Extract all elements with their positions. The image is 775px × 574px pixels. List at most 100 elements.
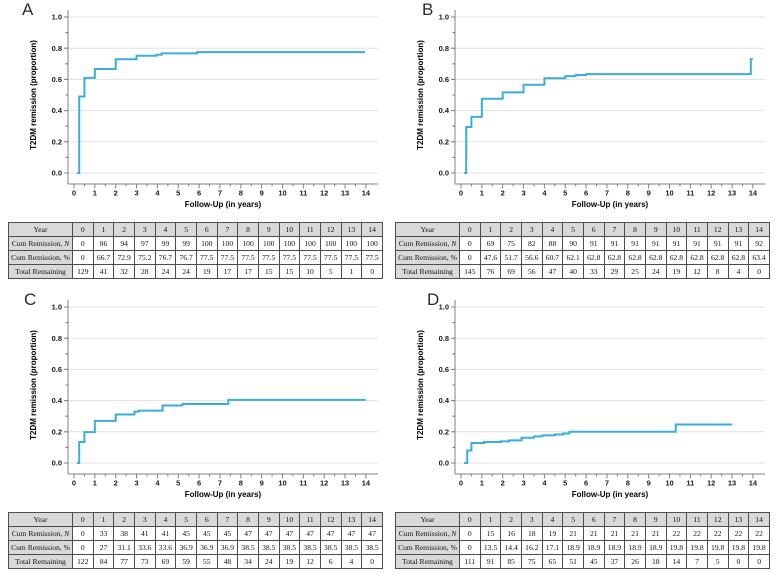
x-tick-label: 11: [686, 189, 694, 198]
row-label-cum-pct: Cum Remission, %: [395, 540, 460, 555]
km-curve: [77, 398, 366, 464]
cum-pct-cell: 16.2: [520, 540, 543, 555]
y-tick-label: 0.2: [52, 137, 62, 146]
year-cell: 2: [500, 512, 522, 527]
cum-pct-cell: 77.5: [278, 250, 301, 265]
cum-n-cell: 0: [459, 526, 481, 541]
y-axis-title: T2DM remission (proportion): [29, 330, 38, 440]
total-remaining-cell: 8: [706, 264, 729, 279]
total-remaining-cell: 76: [479, 264, 502, 279]
total-remaining-cell: 4: [727, 264, 750, 279]
cum-n-cell: 33: [92, 526, 115, 541]
year-cell: 0: [459, 512, 481, 527]
cum-pct-cell: 77.5: [257, 250, 280, 265]
total-remaining-cell: 65: [541, 554, 564, 569]
cum-n-cell: 47: [257, 526, 280, 541]
table-row-year: Year 0 1 2 3 4 5 6 7 8 9 10 11 12 13 14: [8, 222, 383, 237]
cum-pct-cell: 62.1: [562, 250, 584, 265]
cum-n-cell: 0: [72, 526, 94, 541]
year-cell: 8: [237, 512, 259, 527]
cum-n-cell: 19: [541, 526, 564, 541]
cum-pct-cell: 18.9: [644, 540, 667, 555]
cum-pct-cell: 38.5: [319, 540, 342, 555]
y-tick-label: 0.6: [439, 75, 449, 84]
y-tick-label: 0.0: [439, 169, 449, 178]
x-tick-label: 11: [299, 479, 307, 488]
y-tick-label: 0.8: [439, 44, 449, 53]
year-cell: 3: [520, 222, 543, 237]
cum-pct-cell: 63.4: [748, 250, 770, 265]
year-cell: 12: [319, 512, 342, 527]
total-remaining-cell: 145: [459, 264, 481, 279]
total-remaining-cell: 51: [562, 554, 584, 569]
cum-n-cell: 0: [72, 236, 94, 251]
year-cell: 11: [299, 512, 321, 527]
total-remaining-cell: 48: [216, 554, 239, 569]
total-remaining-cell: 24: [644, 264, 667, 279]
x-axis-title: Follow-Up (in years): [185, 200, 262, 209]
cum-n-cell: 0: [459, 236, 481, 251]
y-tick-label: 0.6: [439, 365, 449, 374]
total-remaining-cell: 7: [686, 554, 708, 569]
year-cell: 6: [195, 222, 218, 237]
year-cell: 10: [278, 512, 301, 527]
year-cell: 11: [686, 512, 708, 527]
x-tick-label: 10: [278, 479, 286, 488]
cum-pct-cell: 19.8: [748, 540, 770, 555]
km-table-A: Year 0 1 2 3 4 5 6 7 8 9 10 11 12 13 14 Cum Remission, N…: [8, 222, 383, 279]
cum-n-cell: 47: [237, 526, 259, 541]
total-remaining-cell: 10: [299, 264, 321, 279]
year-cell: 6: [195, 512, 218, 527]
total-remaining-cell: 69: [500, 264, 522, 279]
y-axis-title: T2DM remission (proportion): [29, 40, 38, 150]
year-cell: 8: [624, 512, 646, 527]
x-tick-label: 14: [362, 189, 371, 198]
table-row-cum-pct: Cum Remission, % 0 47.6 51.7 56.6 60.7 62.1 62.…: [395, 250, 770, 265]
cum-n-cell: 22: [686, 526, 708, 541]
total-remaining-cell: 59: [175, 554, 197, 569]
cum-n-cell: 47: [361, 526, 383, 541]
x-tick-label: 9: [260, 189, 264, 198]
cum-pct-cell: 38.5: [340, 540, 363, 555]
x-tick-label: 7: [218, 189, 222, 198]
year-cell: 7: [216, 222, 239, 237]
total-remaining-cell: 12: [299, 554, 321, 569]
table-row-cum-n: Cum Remission, N 0 15 16 18 19 21 21 21 21 21 22 22 2…: [395, 526, 770, 541]
cum-n-cell: 91: [644, 236, 667, 251]
y-tick-label: 0.6: [52, 75, 62, 84]
cum-pct-cell: 19.8: [727, 540, 750, 555]
x-tick-label: 5: [176, 189, 180, 198]
cum-pct-cell: 51.7: [500, 250, 522, 265]
cum-pct-cell: 38.5: [299, 540, 321, 555]
cum-n-cell: 41: [133, 526, 156, 541]
cum-n-cell: 100: [257, 236, 280, 251]
panel-letter: D: [427, 290, 439, 309]
year-cell: 14: [361, 512, 383, 527]
table-row-cum-pct: Cum Remission, % 0 27 31.1 33.6 33.6 36.9 36.9 3…: [8, 540, 383, 555]
total-remaining-cell: 37: [603, 554, 626, 569]
x-tick-label: 3: [134, 189, 138, 198]
table-row-total-remaining: Total Remaining 145 76 69 56 47 40 33 29 25 24 19 12…: [395, 264, 770, 279]
total-remaining-cell: 111: [459, 554, 481, 569]
cum-n-cell: 100: [319, 236, 342, 251]
year-cell: 3: [133, 512, 156, 527]
x-tick-label: 1: [480, 479, 484, 488]
x-tick-label: 7: [218, 479, 222, 488]
cum-pct-cell: 77.5: [361, 250, 383, 265]
year-cell: 4: [541, 222, 564, 237]
table-row-year: Year 0 1 2 3 4 5 6 7 8 9 10 11 12 13 14: [395, 222, 770, 237]
cum-pct-cell: 38.5: [257, 540, 280, 555]
km-table-D: Year 0 1 2 3 4 5 6 7 8 9 10 11 12 13 14 Cum Remission, N…: [395, 512, 770, 569]
x-tick-label: 1: [93, 189, 97, 198]
cum-pct-cell: 18.9: [624, 540, 646, 555]
cum-pct-cell: 62.8: [624, 250, 646, 265]
cum-pct-cell: 56.6: [520, 250, 543, 265]
year-cell: 4: [154, 512, 177, 527]
cum-n-label-symbol: N: [64, 239, 70, 248]
row-label-total-remaining: Total Remaining: [8, 264, 73, 279]
y-tick-label: 0.4: [439, 106, 450, 115]
row-label-year: Year: [395, 222, 460, 237]
cum-n-cell: 82: [520, 236, 543, 251]
year-cell: 2: [113, 512, 135, 527]
